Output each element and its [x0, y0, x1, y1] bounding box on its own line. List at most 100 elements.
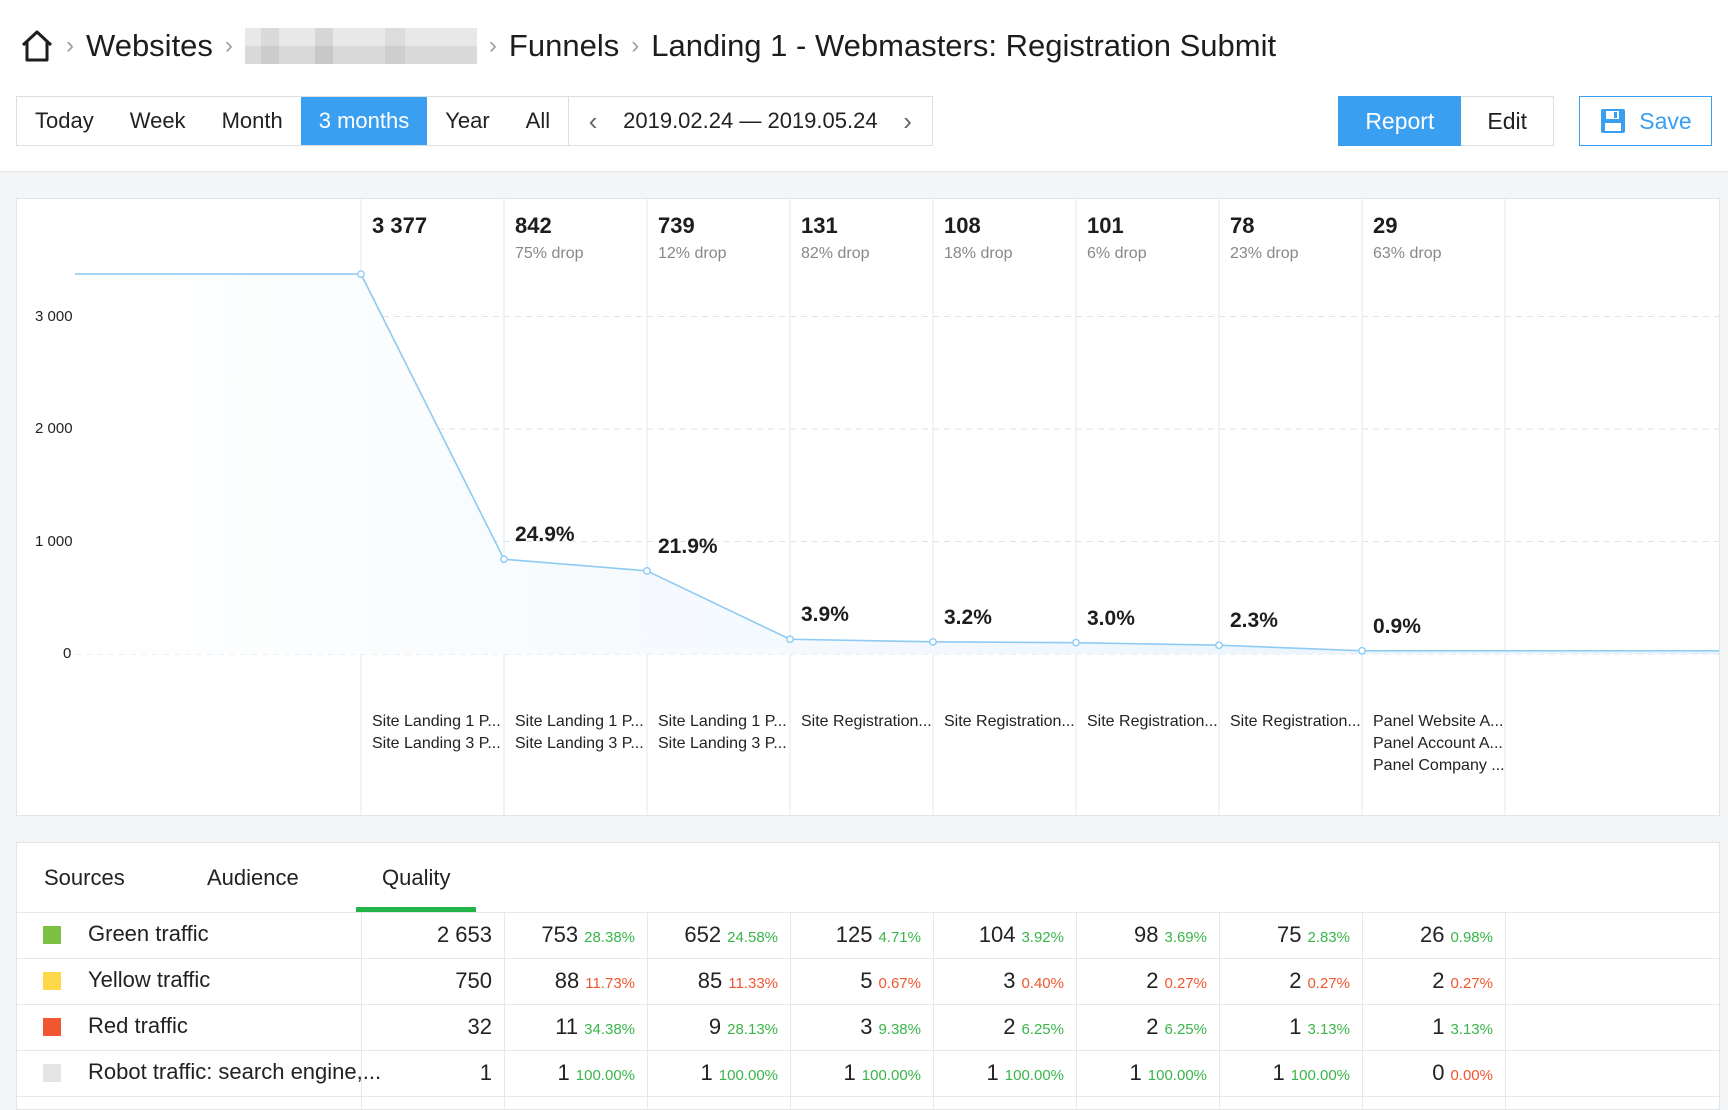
step-event-labels[interactable]: Site Registration... [1087, 711, 1227, 733]
table-row[interactable]: Red traffic 32 11 34.38% 9 28.13% 3 9.38% 2 6.25%… [17, 1005, 1719, 1051]
funnel-point[interactable] [786, 635, 794, 644]
column-separator [1362, 913, 1363, 1109]
column-separator [1219, 913, 1220, 1109]
step-event-label: Site Landing 1 P... [658, 713, 787, 730]
cell-count: 2 [1146, 968, 1159, 993]
table-cell: 2 6.25% [1076, 1014, 1207, 1044]
cell-percent: 0.40% [1021, 975, 1064, 992]
table-cell: 2 0.27% [1362, 968, 1493, 998]
cell-count: 26 [1419, 922, 1445, 947]
table-cell: 5 0.67% [790, 968, 921, 998]
chevron-right-icon: › [488, 32, 497, 59]
step-header: 101 6% drop [1087, 213, 1227, 263]
cell-count: 3 [1003, 968, 1016, 993]
table-cell: 3 0.40% [933, 968, 1064, 998]
tab-audience[interactable]: Audience [207, 865, 299, 890]
cell-count: 753 [541, 922, 579, 947]
cell-count: 1 [479, 1060, 492, 1085]
table-cell: 1 3.13% [1219, 1014, 1350, 1044]
table-cell: 1 100.00% [933, 1060, 1064, 1090]
edit-button[interactable]: Edit [1461, 96, 1554, 146]
step-value: 739 [658, 213, 695, 238]
table-cell: 2 0.27% [1219, 968, 1350, 998]
page-title: Landing 1 - Webmasters: Registration Sub… [651, 28, 1277, 63]
period-3-months[interactable]: 3 months [300, 97, 428, 145]
redacted-website-name[interactable] [244, 28, 477, 64]
y-tick-label: 3 000 [35, 307, 73, 325]
home-icon[interactable] [20, 29, 54, 63]
cell-percent: 100.00% [1147, 1067, 1207, 1084]
save-label: Save [1639, 107, 1692, 134]
table-row[interactable]: Green traffic 2 653 753 28.38% 652 24.58% 125 4… [17, 913, 1719, 959]
funnel-point[interactable] [643, 566, 651, 575]
funnel-point[interactable] [929, 637, 937, 646]
step-drop: 12% drop [658, 245, 727, 262]
chevron-right-icon[interactable]: › [903, 105, 912, 136]
column-separator [361, 913, 362, 1109]
funnel-point[interactable] [357, 270, 365, 278]
step-event-label: Site Landing 3 P... [658, 735, 787, 752]
step-value: 131 [801, 213, 838, 238]
period-all[interactable]: All [525, 108, 551, 133]
step-conversion-rate: 3.2% [944, 605, 992, 629]
table-cell: 9 28.13% [647, 1014, 778, 1044]
breadcrumb-funnels[interactable]: Funnels [508, 28, 620, 63]
step-conversion-rate: 3.9% [801, 603, 849, 627]
period-today[interactable]: Today [35, 108, 94, 133]
date-range-text[interactable]: 2019.02.24 — 2019.05.24 [623, 108, 878, 133]
cell-percent: 28.38% [584, 929, 635, 946]
cell-percent: 6.25% [1021, 1021, 1064, 1038]
cell-count: 1 [1272, 1060, 1285, 1085]
save-button[interactable]: Save [1579, 96, 1712, 146]
step-value: 101 [1087, 213, 1124, 238]
table-cell: 2 6.25% [933, 1014, 1064, 1044]
period-week[interactable]: Week [129, 108, 186, 133]
table-row[interactable]: Robot traffic: search engine,... 1 1 100.00… [17, 1051, 1719, 1097]
step-event-labels[interactable]: Site Landing 1 P... Site Landing 3 P... [658, 711, 798, 755]
cell-percent: 34.38% [584, 1021, 635, 1038]
cell-percent: 2.83% [1307, 929, 1350, 946]
funnel-point[interactable] [1215, 641, 1223, 650]
step-value: 108 [944, 213, 981, 238]
step-event-labels[interactable]: Site Registration... [801, 711, 941, 733]
cell-count: 11 [555, 1014, 579, 1039]
step-drop: 6% drop [1087, 245, 1147, 262]
step-value: 3 377 [372, 213, 428, 238]
traffic-quality-table: Sources Audience Quality Green traffic 2 … [16, 842, 1720, 1110]
cell-count: 1 [1432, 1014, 1445, 1039]
chevron-right-icon: › [224, 32, 233, 59]
cell-count: 1 [700, 1060, 713, 1085]
table-row[interactable]: Yellow traffic 750 88 11.73% 85 11.33% 5 0.67% 3… [17, 959, 1719, 1005]
report-button[interactable]: Report [1338, 96, 1462, 146]
funnel-point[interactable] [1358, 646, 1366, 655]
column-separator [1505, 913, 1506, 1109]
cell-count: 0 [1432, 1060, 1445, 1085]
cell-percent: 100.00% [861, 1067, 921, 1084]
step-event-labels[interactable]: Panel Website A... Panel Account A... Pane… [1373, 711, 1513, 777]
breadcrumb-websites[interactable]: Websites [86, 28, 213, 63]
step-event-labels[interactable]: Site Registration... [944, 711, 1084, 733]
column-separator [1076, 913, 1077, 1109]
tab-sources[interactable]: Sources [44, 865, 125, 890]
cell-count: 1 [1289, 1014, 1302, 1039]
tab-quality[interactable]: Quality [382, 865, 451, 890]
funnel-point[interactable] [500, 555, 508, 564]
table-cell: 1 [361, 1060, 492, 1090]
funnel-point[interactable] [1072, 638, 1080, 647]
table-cell: 32 [361, 1014, 492, 1044]
step-header: 842 75% drop [515, 213, 655, 263]
period-month[interactable]: Month [221, 108, 283, 133]
step-event-label: Panel Company ... [1373, 757, 1505, 774]
step-event-label: Panel Website A... [1373, 713, 1504, 730]
step-event-labels[interactable]: Site Landing 1 P... Site Landing 3 P... [372, 711, 512, 755]
step-event-labels[interactable]: Site Landing 1 P... Site Landing 3 P... [515, 711, 655, 755]
cell-count: 2 [1289, 968, 1302, 993]
step-value: 78 [1230, 213, 1255, 238]
period-year[interactable]: Year [445, 108, 490, 133]
step-event-labels[interactable]: Site Registration... [1230, 711, 1370, 733]
cell-percent: 24.58% [727, 929, 778, 946]
step-header: 131 82% drop [801, 213, 941, 263]
cell-percent: 4.71% [878, 929, 921, 946]
step-header: 3 377 [372, 213, 512, 239]
chevron-left-icon[interactable]: ‹ [588, 105, 598, 136]
